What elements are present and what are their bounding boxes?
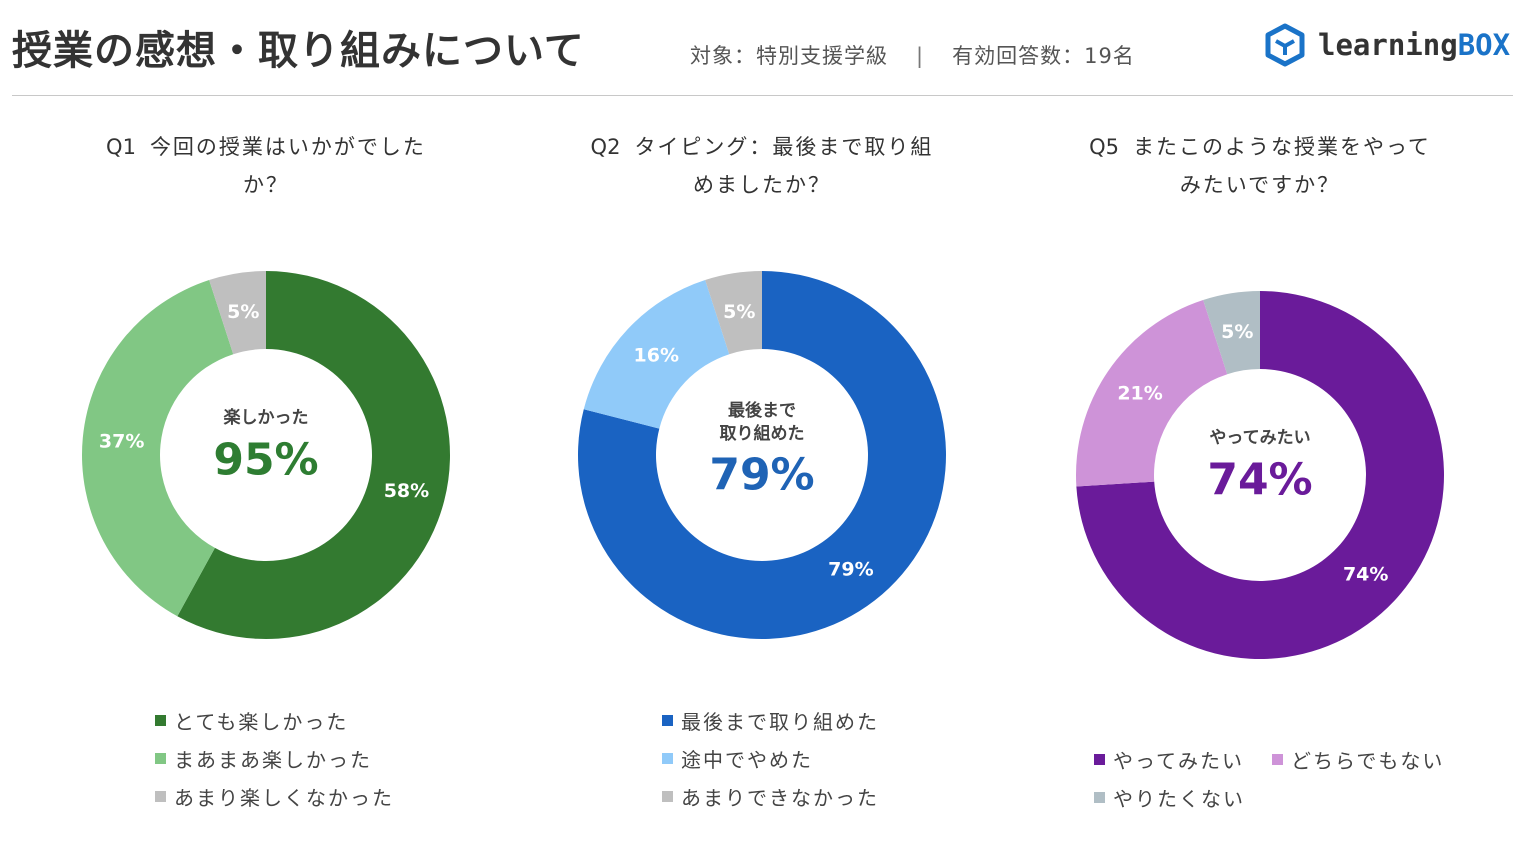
legend-item: とても楽しかった [155,701,394,739]
legend-swatch [155,790,166,802]
chart-1-title: Q1 今回の授業はいかがでした か？ [56,128,476,204]
legend-swatch [662,714,673,726]
chart-3-title-line1: またこのような授業をやって [1132,135,1431,159]
legend-swatch [662,790,673,802]
legend-item: 最後まで取り組めた [662,701,879,739]
chart-1-title-line2: か？ [243,173,289,197]
legend-item: どちらでもない [1272,740,1444,778]
chart-2-center-value: 79% [709,450,814,501]
chart-3-donut: 74% 21% 5% やってみたい 74% [1076,291,1444,659]
logo-wordmark: learningBOX [1318,28,1511,62]
legend-item: まあまあ楽しかった [155,739,394,777]
chart-3-slice-1-label: 74% [1343,563,1388,585]
chart-2-center-label: 取り組めた [720,423,805,444]
response-count: 有効回答数：19名 [952,44,1135,68]
chart-2-slice-1 [578,271,946,639]
learningbox-logo: learningBOX [1262,22,1510,68]
chart-2-title-line2: めましたか？ [693,173,831,197]
chart-1-legend: とても楽しかった まあまあ楽しかった あまり楽しくなかった [155,701,394,815]
chart-1-slice-1-label: 58% [384,480,429,502]
chart-1-slice-3 [209,271,266,355]
header-divider [12,95,1513,96]
chart-3-question-number: Q5 [1089,135,1119,159]
legend-item: 途中でやめた [662,739,879,777]
chart-1-title-line1: 今回の授業はいかがでした [149,135,426,159]
legend-item: あまりできなかった [662,777,879,815]
chart-1-question-number: Q1 [106,135,136,159]
survey-target: 対象：特別支援学級 [690,44,888,68]
chart-2-slice-2 [583,280,730,429]
chart-2-donut: 79% 16% 5% 最後まで取り組めた 79% [578,271,946,639]
chart-1-slice-3-label: 5% [227,301,259,323]
chart-2-question-number: Q2 [590,135,621,159]
meta-separator: | [916,44,925,68]
chart-1-donut: 58% 37% 5% 楽しかった 95% [82,271,450,639]
legend-item: あまり楽しくなかった [155,777,394,815]
legend-item: やりたくない [1094,778,1472,816]
legend-swatch [155,714,166,726]
chart-3-slice-2-label: 21% [1117,382,1162,404]
chart-2-slice-1-label: 79% [828,559,873,581]
chart-2-slice-3 [705,271,762,355]
chart-3-legend: やってみたい どちらでもない やりたくない [1094,740,1472,816]
legend-item: やってみたい [1094,740,1244,778]
chart-3-slice-3 [1203,291,1260,375]
legend-swatch [1272,753,1283,765]
chart-3-center-value: 74% [1207,455,1312,506]
cube-logo-icon [1265,23,1305,67]
chart-1-slice-2 [82,280,234,617]
page-title: 授業の感想・取り組みについて [12,28,585,74]
legend-swatch [662,752,673,764]
legend-swatch [1094,791,1105,803]
chart-2-title: Q2 タイピング：最後まで取り組 めましたか？ [552,128,972,204]
chart-3-slice-2 [1076,300,1228,487]
chart-1-center-label: 楽しかった [224,407,309,428]
chart-3-slice-1 [1076,291,1444,659]
chart-1-slice-2-label: 37% [99,430,144,452]
legend-swatch [1094,753,1105,765]
chart-1-slice-1 [177,271,450,639]
chart-3-slice-3-label: 5% [1221,321,1253,343]
legend-swatch [155,752,166,764]
chart-2-title-line1: タイピング：最後まで取り組 [634,135,934,159]
survey-meta: 対象：特別支援学級 | 有効回答数：19名 [690,40,1135,70]
chart-2-slice-3-label: 5% [723,301,755,323]
chart-1-center-value: 95% [213,435,318,486]
chart-3-title: Q5 またこのような授業をやって みたいですか？ [1050,128,1470,204]
chart-3-center-label: やってみたい [1209,428,1310,448]
chart-2-center-label: 最後まで [728,400,796,421]
chart-3-title-line2: みたいですか？ [1179,173,1341,197]
chart-2-slice-2-label: 16% [634,345,679,367]
chart-2-legend: 最後まで取り組めた 途中でやめた あまりできなかった [662,701,879,815]
